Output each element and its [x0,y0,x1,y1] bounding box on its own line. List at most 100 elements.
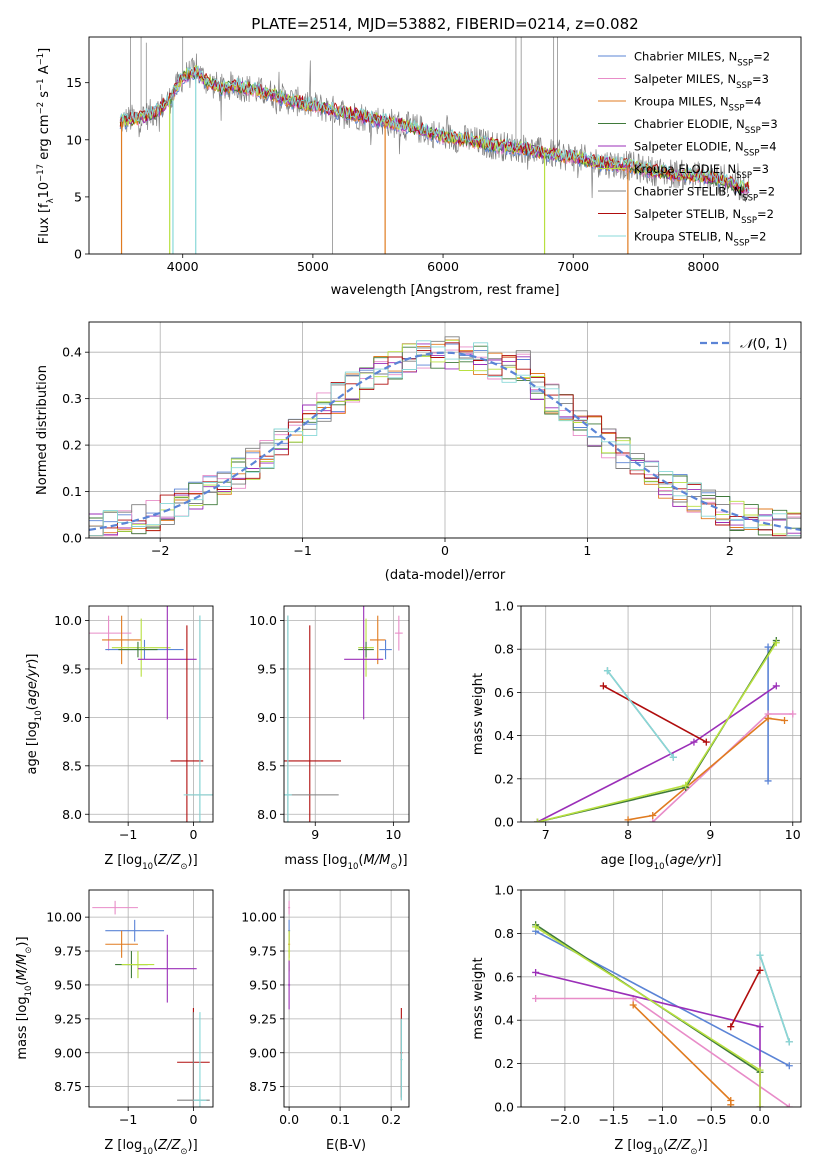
x-tick-label: 9 [706,827,714,842]
plot-area-mass_vs_Z [89,890,213,1107]
y-tick-label: 15 [66,75,82,90]
weight-marker-salpeter_stelib [727,1023,735,1031]
y-tick-label: 0.0 [62,531,82,546]
weight-marker-kroupa_stelib [603,667,611,675]
axes-frame [283,605,410,823]
y-tick-label: 1.0 [494,883,514,898]
x-axis-label: E(B-V) [326,1138,366,1153]
weight-marker-salpeter_miles [649,818,657,822]
x-axis-label: Z [log10(Z/Z⊙)] [104,1138,197,1157]
y-tick-label: 9.0 [257,710,277,725]
weight-line-salpeter_miles [652,713,793,822]
gaussian-line [89,351,801,531]
y-tick-label: 0.6 [494,685,514,700]
weight-line-salpeter_stelib [603,685,707,743]
y-tick-label: 8.75 [249,1079,277,1094]
y-tick-label: 0.2 [62,438,82,453]
y-tick-label: 0.4 [62,345,82,360]
weight-marker-kroupa_stelib [669,753,677,761]
y-tick-label: 9.00 [249,1045,277,1060]
weight-marker-salpeter_miles [532,995,540,1002]
y-tick-label: 0.4 [494,728,514,743]
plot-area-spectrum [119,37,750,254]
weight-marker-kroupa_miles [727,1101,735,1107]
axes-frame [520,605,802,823]
y-tick-label: 0.2 [494,1056,514,1071]
weight-marker-kroupa_elodie [772,639,780,647]
weight-marker-chabrier_miles [785,1062,793,1070]
axes-frame [88,889,214,1108]
weight-line-kroupa_miles [627,717,785,821]
weight-marker-salpeter_miles [789,710,797,718]
y-tick-label: 8.5 [62,758,82,773]
axes-frame [520,889,802,1108]
weight-marker-chabrier_miles [764,777,772,785]
x-tick-label: 0 [441,543,449,558]
weight-line-salpeter_elodie [537,685,777,822]
panel-spectrum: 4000 5000 6000 7000 8000 0 5 10 15 wavelength [An… [36,36,802,298]
x-tick-label: −1.5 [599,1112,629,1127]
axes-frame [88,605,214,823]
y-axis-label: mass weight [471,673,486,755]
legend-label-kroupa_elodie: Kroupa ELODIE, NSSP=3 [634,162,769,181]
legend-label-salpeter_stelib: Salpeter STELIB, NSSP=2 [634,207,774,226]
x-axis-label: Z [log10(Z/Z⊙)] [614,1138,707,1157]
plot-area-residuals [89,322,801,538]
weight-marker-kroupa_stelib [756,951,764,959]
y-axis-label: mass [log10(M/M⊙)] [15,936,34,1059]
weight-marker-kroupa_miles [624,816,632,822]
weight-marker-salpeter_stelib [756,966,764,974]
plot-area-age_vs_Z [89,606,213,822]
x-tick-label: 2 [726,543,734,558]
weight-marker-kroupa_miles [649,812,657,820]
y-tick-label: 10 [66,132,82,147]
x-tick-label: 9 [311,827,319,842]
weight-line-chabrier_elodie [537,640,777,822]
y-tick-label: 9.00 [54,1045,82,1060]
y-tick-label: 9.5 [257,661,277,676]
y-axis-label: mass weight [471,957,486,1039]
y-tick-label: 9.25 [249,1011,277,1026]
x-tick-label: −0.5 [696,1112,726,1127]
weight-marker-kroupa_elodie [756,1103,764,1107]
legend-label-kroupa_stelib: Kroupa STELIB, NSSP=2 [634,230,766,249]
weight-marker-kroupa_stelib [785,1038,793,1046]
y-axis-label: Normed distribution [35,365,50,495]
weight-marker-kroupa_elodie [533,818,541,822]
x-tick-label: 0.0 [279,1112,299,1127]
y-tick-label: 0.2 [494,771,514,786]
x-tick-label: 7 [542,827,550,842]
plot-area-weight_vs_age [521,606,801,822]
x-tick-label: 8 [624,827,632,842]
legend-label-chabrier_stelib: Chabrier STELIB, NSSP=2 [634,185,775,204]
x-tick-label: 4000 [167,259,199,274]
plot-area-mass_vs_ebv [284,890,409,1107]
x-axis-label: (data-model)/error [385,568,506,583]
y-tick-label: 5 [74,189,82,204]
axes-frame [88,321,802,539]
plot-area-age_vs_mass [284,606,409,822]
y-axis-label: age [log10(age/yr)] [25,654,44,775]
y-tick-label: 10.0 [249,613,277,628]
x-axis-label: age [log10(age/yr)] [601,853,722,872]
weight-marker-salpeter_elodie [772,682,780,690]
x-axis-label: Z [log10(Z/Z⊙)] [104,853,197,872]
y-tick-label: 9.75 [249,944,277,959]
legend-label-chabrier_elodie: Chabrier ELODIE, NSSP=3 [634,117,778,136]
weight-line-kroupa_elodie [537,642,777,822]
x-tick-label: 0 [189,827,197,842]
y-tick-label: 9.50 [54,977,82,992]
x-tick-label: −1 [119,1112,137,1127]
weight-marker-kroupa_miles [629,1001,637,1009]
figure-title: PLATE=2514, MJD=53882, FIBERID=0214, z=0… [251,15,638,33]
legend-gaussian-label: 𝒩(0, 1) [740,337,787,352]
weight-marker-salpeter_elodie [756,1023,764,1031]
weight-marker-salpeter_elodie [532,968,540,976]
legend-label-salpeter_miles: Salpeter MILES, NSSP=3 [634,72,769,91]
panel-mass_vs_ebv: 0.0 0.1 0.2 8.75 9.00 9.25 9.50 9.75 10.00 E(B-V) [241,889,410,1153]
model-line-kroupa_stelib [119,65,750,193]
y-tick-label: 9.50 [249,977,277,992]
weight-marker-kroupa_miles [781,716,789,724]
